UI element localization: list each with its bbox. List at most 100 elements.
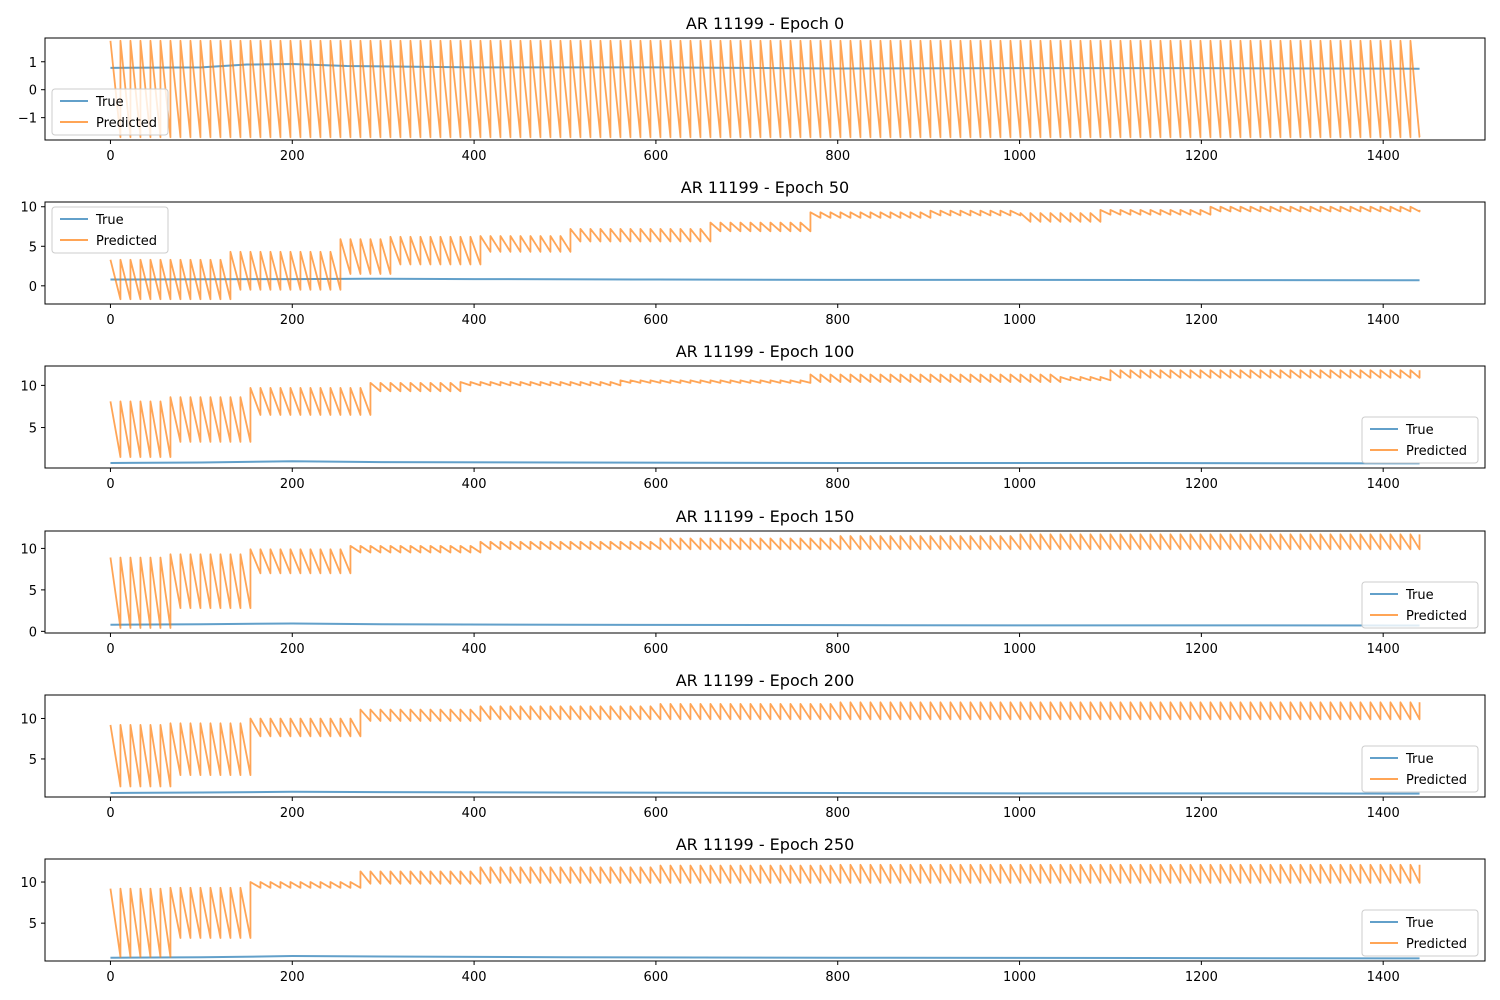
x-tick-label: 800 <box>825 313 850 328</box>
y-tick-label: 5 <box>29 422 37 437</box>
x-tick-label: 200 <box>280 970 305 985</box>
y-tick-label: 5 <box>29 917 37 932</box>
x-tick-label: 400 <box>462 642 487 657</box>
x-tick-label: 800 <box>825 970 850 985</box>
legend-predicted-label: Predicted <box>96 116 157 131</box>
x-tick-label: 0 <box>106 477 114 492</box>
x-tick-label: 1400 <box>1367 149 1400 164</box>
x-tick-label: 1200 <box>1185 477 1218 492</box>
series-predicted-line <box>109 701 1421 788</box>
x-tick-label: 200 <box>280 642 305 657</box>
x-tick-label: 1000 <box>1003 149 1036 164</box>
y-tick-label: 0 <box>29 84 37 99</box>
x-tick-label: 800 <box>825 642 850 657</box>
subplot-title: AR 11199 - Epoch 150 <box>676 507 855 526</box>
legend-predicted-label: Predicted <box>1406 444 1467 459</box>
y-tick-label: 10 <box>20 712 37 727</box>
x-tick-label: 600 <box>643 313 668 328</box>
x-tick-label: 1000 <box>1003 313 1036 328</box>
x-tick-label: 400 <box>462 149 487 164</box>
series-true-line <box>110 277 1420 282</box>
x-tick-label: 1200 <box>1185 642 1218 657</box>
x-tick-label: 1200 <box>1185 149 1218 164</box>
x-tick-label: 1000 <box>1003 970 1036 985</box>
x-tick-label: 400 <box>462 806 487 821</box>
y-tick-label: 10 <box>20 379 37 394</box>
x-tick-label: 200 <box>280 477 305 492</box>
y-tick-label: 0 <box>29 280 37 295</box>
x-tick-label: 0 <box>106 642 114 657</box>
legend-predicted-label: Predicted <box>1406 609 1467 624</box>
legend-true-label: True <box>1405 752 1434 767</box>
x-tick-label: 800 <box>825 806 850 821</box>
x-tick-label: 800 <box>825 477 850 492</box>
y-tick-label: 5 <box>29 584 37 599</box>
x-tick-label: 1000 <box>1003 477 1036 492</box>
x-tick-label: 600 <box>643 806 668 821</box>
x-tick-label: 0 <box>106 970 114 985</box>
axes-frame <box>44 858 1486 962</box>
subplot-title: AR 11199 - Epoch 250 <box>676 835 855 854</box>
x-tick-label: 1200 <box>1185 970 1218 985</box>
series-predicted-line <box>109 863 1421 958</box>
axes-frame <box>44 365 1486 469</box>
x-tick-label: 0 <box>106 806 114 821</box>
y-tick-label: 5 <box>29 753 37 768</box>
legend: True Predicted <box>1361 416 1479 464</box>
y-tick-label: 10 <box>20 542 37 557</box>
x-tick-label: 600 <box>643 642 668 657</box>
legend-true-label: True <box>1405 916 1434 931</box>
legend-true-label: True <box>95 213 124 228</box>
x-tick-label: 1400 <box>1367 313 1400 328</box>
series-predicted-line <box>109 205 1421 301</box>
x-tick-label: 1200 <box>1185 806 1218 821</box>
legend-predicted-label: Predicted <box>96 234 157 249</box>
x-tick-label: 600 <box>643 970 668 985</box>
y-tick-label: 0 <box>29 625 37 640</box>
series-predicted-line <box>109 533 1421 629</box>
axes-frame <box>44 694 1486 798</box>
axes-frame <box>44 530 1486 634</box>
legend-predicted-label: Predicted <box>1406 937 1467 952</box>
x-tick-label: 400 <box>462 970 487 985</box>
subplot-epoch-2: AR 11199 - Epoch 100 0 200 400 600 800 1000 120… <box>20 342 1486 492</box>
legend: True Predicted <box>1361 745 1479 793</box>
series-true-line <box>110 955 1420 960</box>
x-tick-label: 1000 <box>1003 806 1036 821</box>
x-tick-label: 200 <box>280 806 305 821</box>
x-tick-label: 600 <box>643 477 668 492</box>
x-tick-label: 0 <box>106 149 114 164</box>
legend-true-label: True <box>1405 423 1434 438</box>
subplot-title: AR 11199 - Epoch 100 <box>676 342 855 361</box>
series-true-line <box>110 622 1420 627</box>
x-tick-label: 1400 <box>1367 642 1400 657</box>
series-true-line <box>110 790 1420 795</box>
y-tick-label: 10 <box>20 876 37 891</box>
series-predicted-line <box>109 369 1421 458</box>
subplot-title: AR 11199 - Epoch 200 <box>676 671 855 690</box>
y-tick-label: 1 <box>29 56 37 71</box>
legend: True Predicted <box>1361 581 1479 629</box>
x-tick-label: 400 <box>462 313 487 328</box>
x-tick-label: 1200 <box>1185 313 1218 328</box>
x-tick-label: 1400 <box>1367 970 1400 985</box>
subplot-epoch-1: AR 11199 - Epoch 50 0 200 400 600 800 1000 1200… <box>20 178 1486 328</box>
x-tick-label: 1000 <box>1003 642 1036 657</box>
x-tick-label: 800 <box>825 149 850 164</box>
x-tick-label: 600 <box>643 149 668 164</box>
legend: True Predicted <box>51 206 169 254</box>
subplot-epoch-4: AR 11199 - Epoch 200 0 200 400 600 800 1000 120… <box>20 671 1486 821</box>
x-tick-label: 400 <box>462 477 487 492</box>
x-tick-label: 1400 <box>1367 477 1400 492</box>
subplot-title: AR 11199 - Epoch 50 <box>681 178 849 197</box>
subplot-epoch-5: AR 11199 - Epoch 250 0 200 400 600 800 1000 120… <box>20 835 1486 985</box>
x-tick-label: 200 <box>280 313 305 328</box>
legend-true-label: True <box>95 95 124 110</box>
x-tick-label: 0 <box>106 313 114 328</box>
legend-predicted-label: Predicted <box>1406 773 1467 788</box>
y-tick-label: 5 <box>29 240 37 255</box>
subplot-epoch-3: AR 11199 - Epoch 150 0 200 400 600 800 1000 120… <box>20 507 1486 657</box>
subplot-epoch-0: AR 11199 - Epoch 0 0 200 400 600 800 1000 1200 1… <box>18 14 1486 164</box>
subplot-title: AR 11199 - Epoch 0 <box>686 14 844 33</box>
